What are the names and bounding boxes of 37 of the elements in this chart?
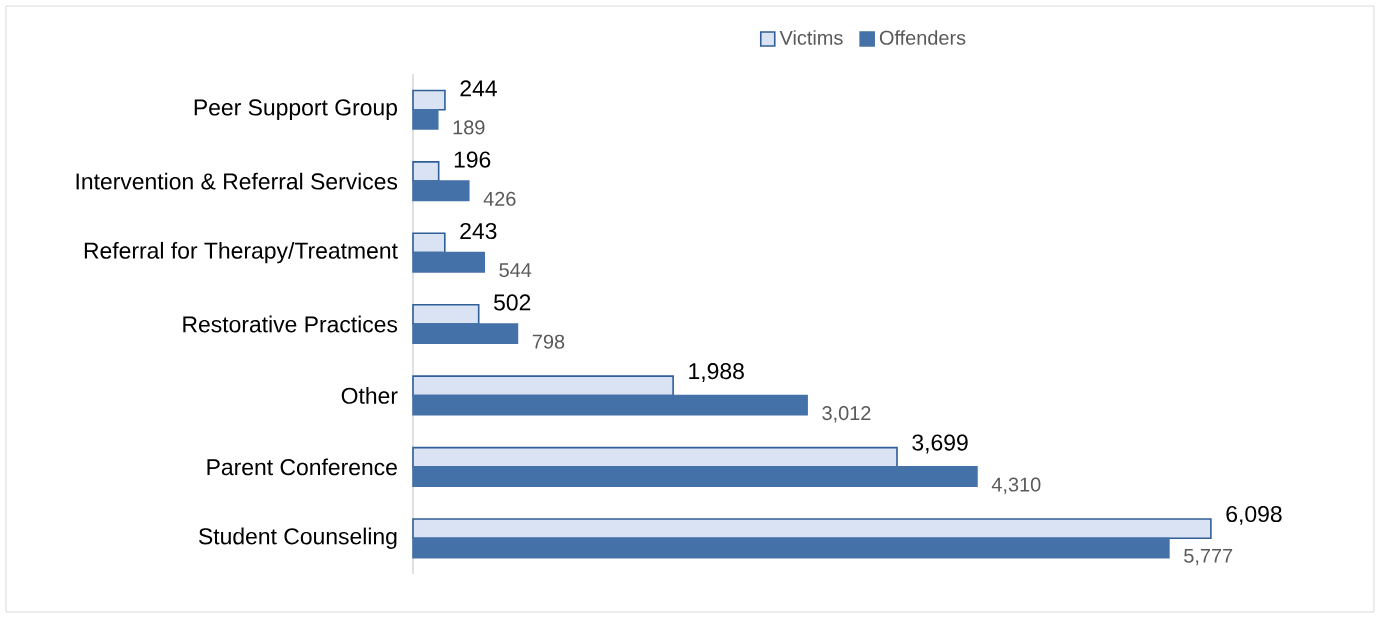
y-tick-label: Peer Support Group: [194, 99, 397, 121]
legend-label: Offenders: [879, 30, 966, 45]
bar: [412, 89, 446, 111]
y-tick-label: Intervention & Referral Services: [76, 172, 398, 190]
bar: [412, 518, 1212, 540]
y-tick-label: Other: [341, 387, 398, 404]
bar: [412, 394, 808, 416]
bar: [412, 108, 439, 130]
data-label: 502: [494, 294, 531, 311]
bar: [412, 466, 978, 487]
data-label: 544: [499, 263, 532, 278]
y-tick-label: Referral for Therapy/Treatment: [84, 241, 398, 264]
data-label: 3,699: [912, 434, 968, 454]
bar: [412, 323, 519, 345]
y-tick-label: Student Counseling: [198, 527, 397, 549]
bar: [412, 232, 446, 254]
bar: [412, 303, 480, 325]
data-label: 3,012: [822, 406, 871, 423]
data-label: 6,098: [1226, 505, 1282, 525]
data-label: 189: [453, 120, 485, 135]
data-label: 426: [483, 191, 516, 206]
data-label: 243: [460, 222, 497, 240]
data-label: 5,777: [1184, 548, 1233, 566]
bar: [412, 446, 898, 468]
data-label: 196: [454, 151, 491, 168]
bar: [412, 251, 485, 273]
y-tick-label: Restorative Practices: [183, 315, 398, 333]
data-label: 244: [460, 80, 497, 97]
data-label: 798: [532, 334, 565, 349]
data-label: 4,310: [991, 477, 1041, 494]
bar: [412, 537, 1170, 559]
data-label: 1,988: [689, 363, 744, 382]
bar: [412, 180, 470, 202]
bar: [412, 161, 440, 182]
y-tick-label: Parent Conference: [207, 458, 397, 476]
bar: [412, 375, 674, 397]
legend-label: Victims: [779, 30, 843, 45]
